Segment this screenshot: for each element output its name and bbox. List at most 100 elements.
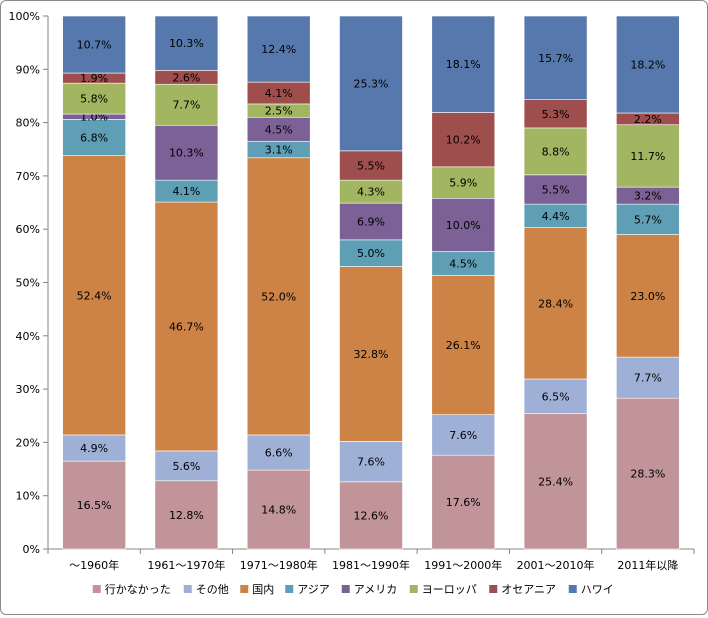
legend-label: その他 xyxy=(196,583,229,596)
data-label: 52.4% xyxy=(77,289,112,302)
data-label: 26.1% xyxy=(446,339,481,352)
legend-label: オセアニア xyxy=(501,583,556,596)
bar-stack: 12.8% 5.6% 46.7% 4.1% 10.3% 7.7% 2.6% 10.3% xyxy=(154,15,219,550)
bar-segment xyxy=(154,83,219,126)
data-label: 3.2% xyxy=(634,190,662,203)
legend-label: 国内 xyxy=(252,582,274,596)
bar-stack: 14.8% 6.6% 52.0% 3.1% 4.5% 2.5% 4.1% 12.4% xyxy=(246,15,311,550)
data-label: 25.4% xyxy=(538,475,573,488)
legend-label: アメリカ xyxy=(354,583,397,596)
data-label: 5.7% xyxy=(634,213,662,226)
data-label: 15.7% xyxy=(538,52,573,65)
data-label: 46.7% xyxy=(169,320,204,333)
bar-stack: 16.5%4.9%52.4%6.8%1.0%5.8%1.9%10.7% xyxy=(62,15,126,550)
data-label: 12.8% xyxy=(169,509,204,522)
x-axis: ～1960年 1961～1970年 1971～1980年 1981～1990年 1991… xyxy=(47,548,695,572)
data-label: 10.3% xyxy=(169,37,204,50)
data-label: 7.6% xyxy=(449,429,477,442)
bar-segment xyxy=(616,15,680,114)
legend-item: アメリカ xyxy=(341,583,397,596)
bar-segment xyxy=(523,127,588,176)
y-tick-label: 40% xyxy=(16,330,40,343)
legend-swatch xyxy=(240,585,249,593)
legend-item: ハワイ xyxy=(568,583,614,596)
legend-swatch xyxy=(285,585,294,593)
data-label: 11.7% xyxy=(630,150,665,163)
bar-stack: 28.3% 7.7% 23.0% 5.7% 3.2% 11.7% 2.2% 18.2% xyxy=(616,15,680,550)
legend-swatch xyxy=(183,585,192,593)
data-label: 5.5% xyxy=(542,183,570,196)
bar-segment xyxy=(616,356,680,399)
bar-segment xyxy=(154,480,219,550)
bar-segment xyxy=(246,15,311,83)
data-label: 25.3% xyxy=(354,77,389,90)
bar-segment xyxy=(339,441,403,483)
legend-swatch xyxy=(341,585,350,593)
legend-swatch xyxy=(409,585,418,593)
x-tick-label: 1961～1970年 xyxy=(147,558,225,572)
data-label: 2.2% xyxy=(634,113,662,126)
y-tick-label: 90% xyxy=(16,63,40,76)
bar-stack: 12.6% 7.6% 32.8% 5.0% 6.9% 4.3% 5.5% 25.3% xyxy=(339,15,403,550)
bar-segment xyxy=(154,201,219,452)
bar-segment xyxy=(339,481,403,550)
data-label: 8.8% xyxy=(542,145,570,158)
data-label: 12.6% xyxy=(354,509,389,522)
data-label: 10.3% xyxy=(169,147,204,160)
legend-item: アジア xyxy=(285,583,330,596)
data-label: 6.9% xyxy=(357,215,385,228)
bar-segment xyxy=(523,15,588,100)
data-label: 5.6% xyxy=(172,460,200,473)
data-label: 23.0% xyxy=(630,290,665,303)
data-label: 4.1% xyxy=(172,185,200,198)
bar-segment xyxy=(431,112,496,168)
x-tick-label: 1981～1990年 xyxy=(332,558,410,572)
y-tick-label: 10% xyxy=(16,490,40,503)
data-label: 52.0% xyxy=(261,290,296,303)
x-tick-label: ～1960年 xyxy=(69,558,119,572)
x-tick-label: 2011年以降 xyxy=(617,558,678,572)
y-tick-label: 70% xyxy=(16,170,40,183)
bar-segment xyxy=(154,15,219,71)
x-tick-label: 1971～1980年 xyxy=(240,558,318,572)
bar-segment xyxy=(616,203,680,235)
data-label: 32.8% xyxy=(354,348,389,361)
data-label: 4.5% xyxy=(265,123,293,136)
data-label: 16.5% xyxy=(77,499,112,512)
x-tick-label: 2001～2010年 xyxy=(517,558,595,572)
bar-segment xyxy=(246,157,311,436)
y-tick-label: 60% xyxy=(16,223,40,236)
data-label: 5.3% xyxy=(542,108,570,121)
bar-segment xyxy=(431,414,496,456)
data-label: 1.9% xyxy=(80,72,108,85)
bar-segment xyxy=(523,99,588,129)
bar-stack: 25.4% 6.5% 28.4% 4.4% 5.5% 8.8% 5.3% 15.7% xyxy=(523,15,588,550)
bar-segment xyxy=(431,454,496,550)
data-label: 4.4% xyxy=(542,210,570,223)
bar-segment xyxy=(431,197,496,252)
bar-stack: 17.6% 7.6% 26.1% 4.5% 10.0% 5.9% 10.2% 18.1% xyxy=(431,15,496,550)
data-label: 6.8% xyxy=(80,132,108,145)
bar-segment xyxy=(246,434,311,471)
bars: 16.5%4.9%52.4%6.8%1.0%5.8%1.9%10.7%12.8%… xyxy=(62,15,680,550)
bar-segment xyxy=(523,413,588,550)
y-tick-label: 20% xyxy=(16,436,40,449)
data-label: 4.3% xyxy=(357,186,385,199)
bar-segment xyxy=(431,275,496,415)
data-label: 18.1% xyxy=(446,58,481,71)
legend-item: オセアニア xyxy=(489,583,556,596)
bar-segment xyxy=(616,124,680,188)
data-label: 5.8% xyxy=(80,93,108,106)
data-label: 18.2% xyxy=(630,59,665,72)
y-tick-label: 30% xyxy=(16,383,40,396)
bar-segment xyxy=(339,266,403,442)
data-label: 12.4% xyxy=(261,43,296,56)
bar-segment xyxy=(616,397,680,550)
data-label: 3.1% xyxy=(265,144,293,157)
legend-label: 行かなかった xyxy=(105,583,171,596)
bar-segment xyxy=(523,174,588,205)
data-label: 4.1% xyxy=(265,87,293,100)
y-tick-label: 100% xyxy=(9,10,40,23)
legend-swatch xyxy=(92,585,101,593)
